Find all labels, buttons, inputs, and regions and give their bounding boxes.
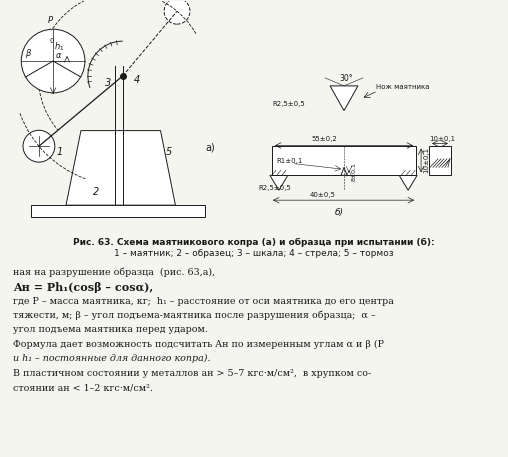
Bar: [429, 145, 451, 157]
Bar: [429, 145, 451, 175]
Text: 5: 5: [166, 148, 172, 158]
Text: 10±0,1: 10±0,1: [423, 147, 429, 174]
Text: б): б): [335, 208, 343, 217]
Text: 4: 4: [134, 75, 140, 85]
Bar: [272, 145, 416, 175]
Text: и h₁ – постоянные для данного копра).: и h₁ – постоянные для данного копра).: [13, 354, 211, 363]
Text: R2,5±0,5: R2,5±0,5: [272, 101, 305, 107]
Text: тяжести, м; β – угол подъема‑маятника после разрушения образца;  α –: тяжести, м; β – угол подъема‑маятника по…: [13, 311, 376, 320]
Circle shape: [21, 29, 85, 93]
Text: Нож маятника: Нож маятника: [376, 84, 429, 90]
Text: R2,5±0,5: R2,5±0,5: [258, 185, 291, 191]
Text: 30°: 30°: [339, 74, 353, 83]
Text: 55±0,2: 55±0,2: [312, 136, 337, 142]
Polygon shape: [330, 86, 358, 111]
Text: 10±0,1: 10±0,1: [429, 136, 455, 142]
Text: 1 – маятник; 2 – образец; 3 – шкала; 4 – стрела; 5 – тормоз: 1 – маятник; 2 – образец; 3 – шкала; 4 –…: [114, 249, 394, 258]
Text: ная на разрушение образца  (рис. 63,а),: ная на разрушение образца (рис. 63,а),: [13, 268, 215, 277]
Text: В пластичном состоянии у металлов aн > 5–7 кгс·м/см²,  в хрупком со‑: В пластичном состоянии у металлов aн > 5…: [13, 369, 371, 377]
Circle shape: [164, 0, 190, 24]
Text: R1±0,1: R1±0,1: [277, 159, 303, 165]
Text: Формула дает возможность подсчитать Aн по измеренным углам α и β (P: Формула дает возможность подсчитать Aн п…: [13, 340, 385, 349]
Text: $h_1$: $h_1$: [54, 40, 65, 53]
Text: P: P: [48, 16, 53, 25]
Polygon shape: [399, 175, 417, 190]
Bar: [31, 205, 205, 217]
Text: 1: 1: [56, 148, 62, 158]
Polygon shape: [66, 131, 175, 205]
Text: 8±0,1: 8±0,1: [351, 162, 356, 181]
Text: a): a): [205, 143, 215, 153]
Text: $\alpha$: $\alpha$: [55, 51, 62, 60]
Text: 2: 2: [93, 187, 99, 197]
Polygon shape: [270, 175, 288, 190]
Text: 3: 3: [105, 78, 111, 88]
Text: $\beta$: $\beta$: [25, 47, 33, 60]
Text: 40±0,5: 40±0,5: [310, 192, 336, 198]
Text: Aн = Ph₁(cosβ – cosα),: Aн = Ph₁(cosβ – cosα),: [13, 282, 153, 293]
Text: угол подъема маятника перед ударом.: угол подъема маятника перед ударом.: [13, 325, 208, 335]
Text: стоянии aн < 1–2 кгс·м/см².: стоянии aн < 1–2 кгс·м/см².: [13, 383, 153, 392]
Text: Рис. 63. Схема маятникового копра (а) и образца при испытании (б):: Рис. 63. Схема маятникового копра (а) и …: [73, 238, 435, 247]
Text: 0: 0: [49, 38, 54, 44]
Circle shape: [23, 130, 55, 162]
Polygon shape: [341, 167, 347, 175]
Text: где P – масса маятника, кг;  h₁ – расстояние от оси маятника до его центра: где P – масса маятника, кг; h₁ – расстоя…: [13, 297, 394, 306]
